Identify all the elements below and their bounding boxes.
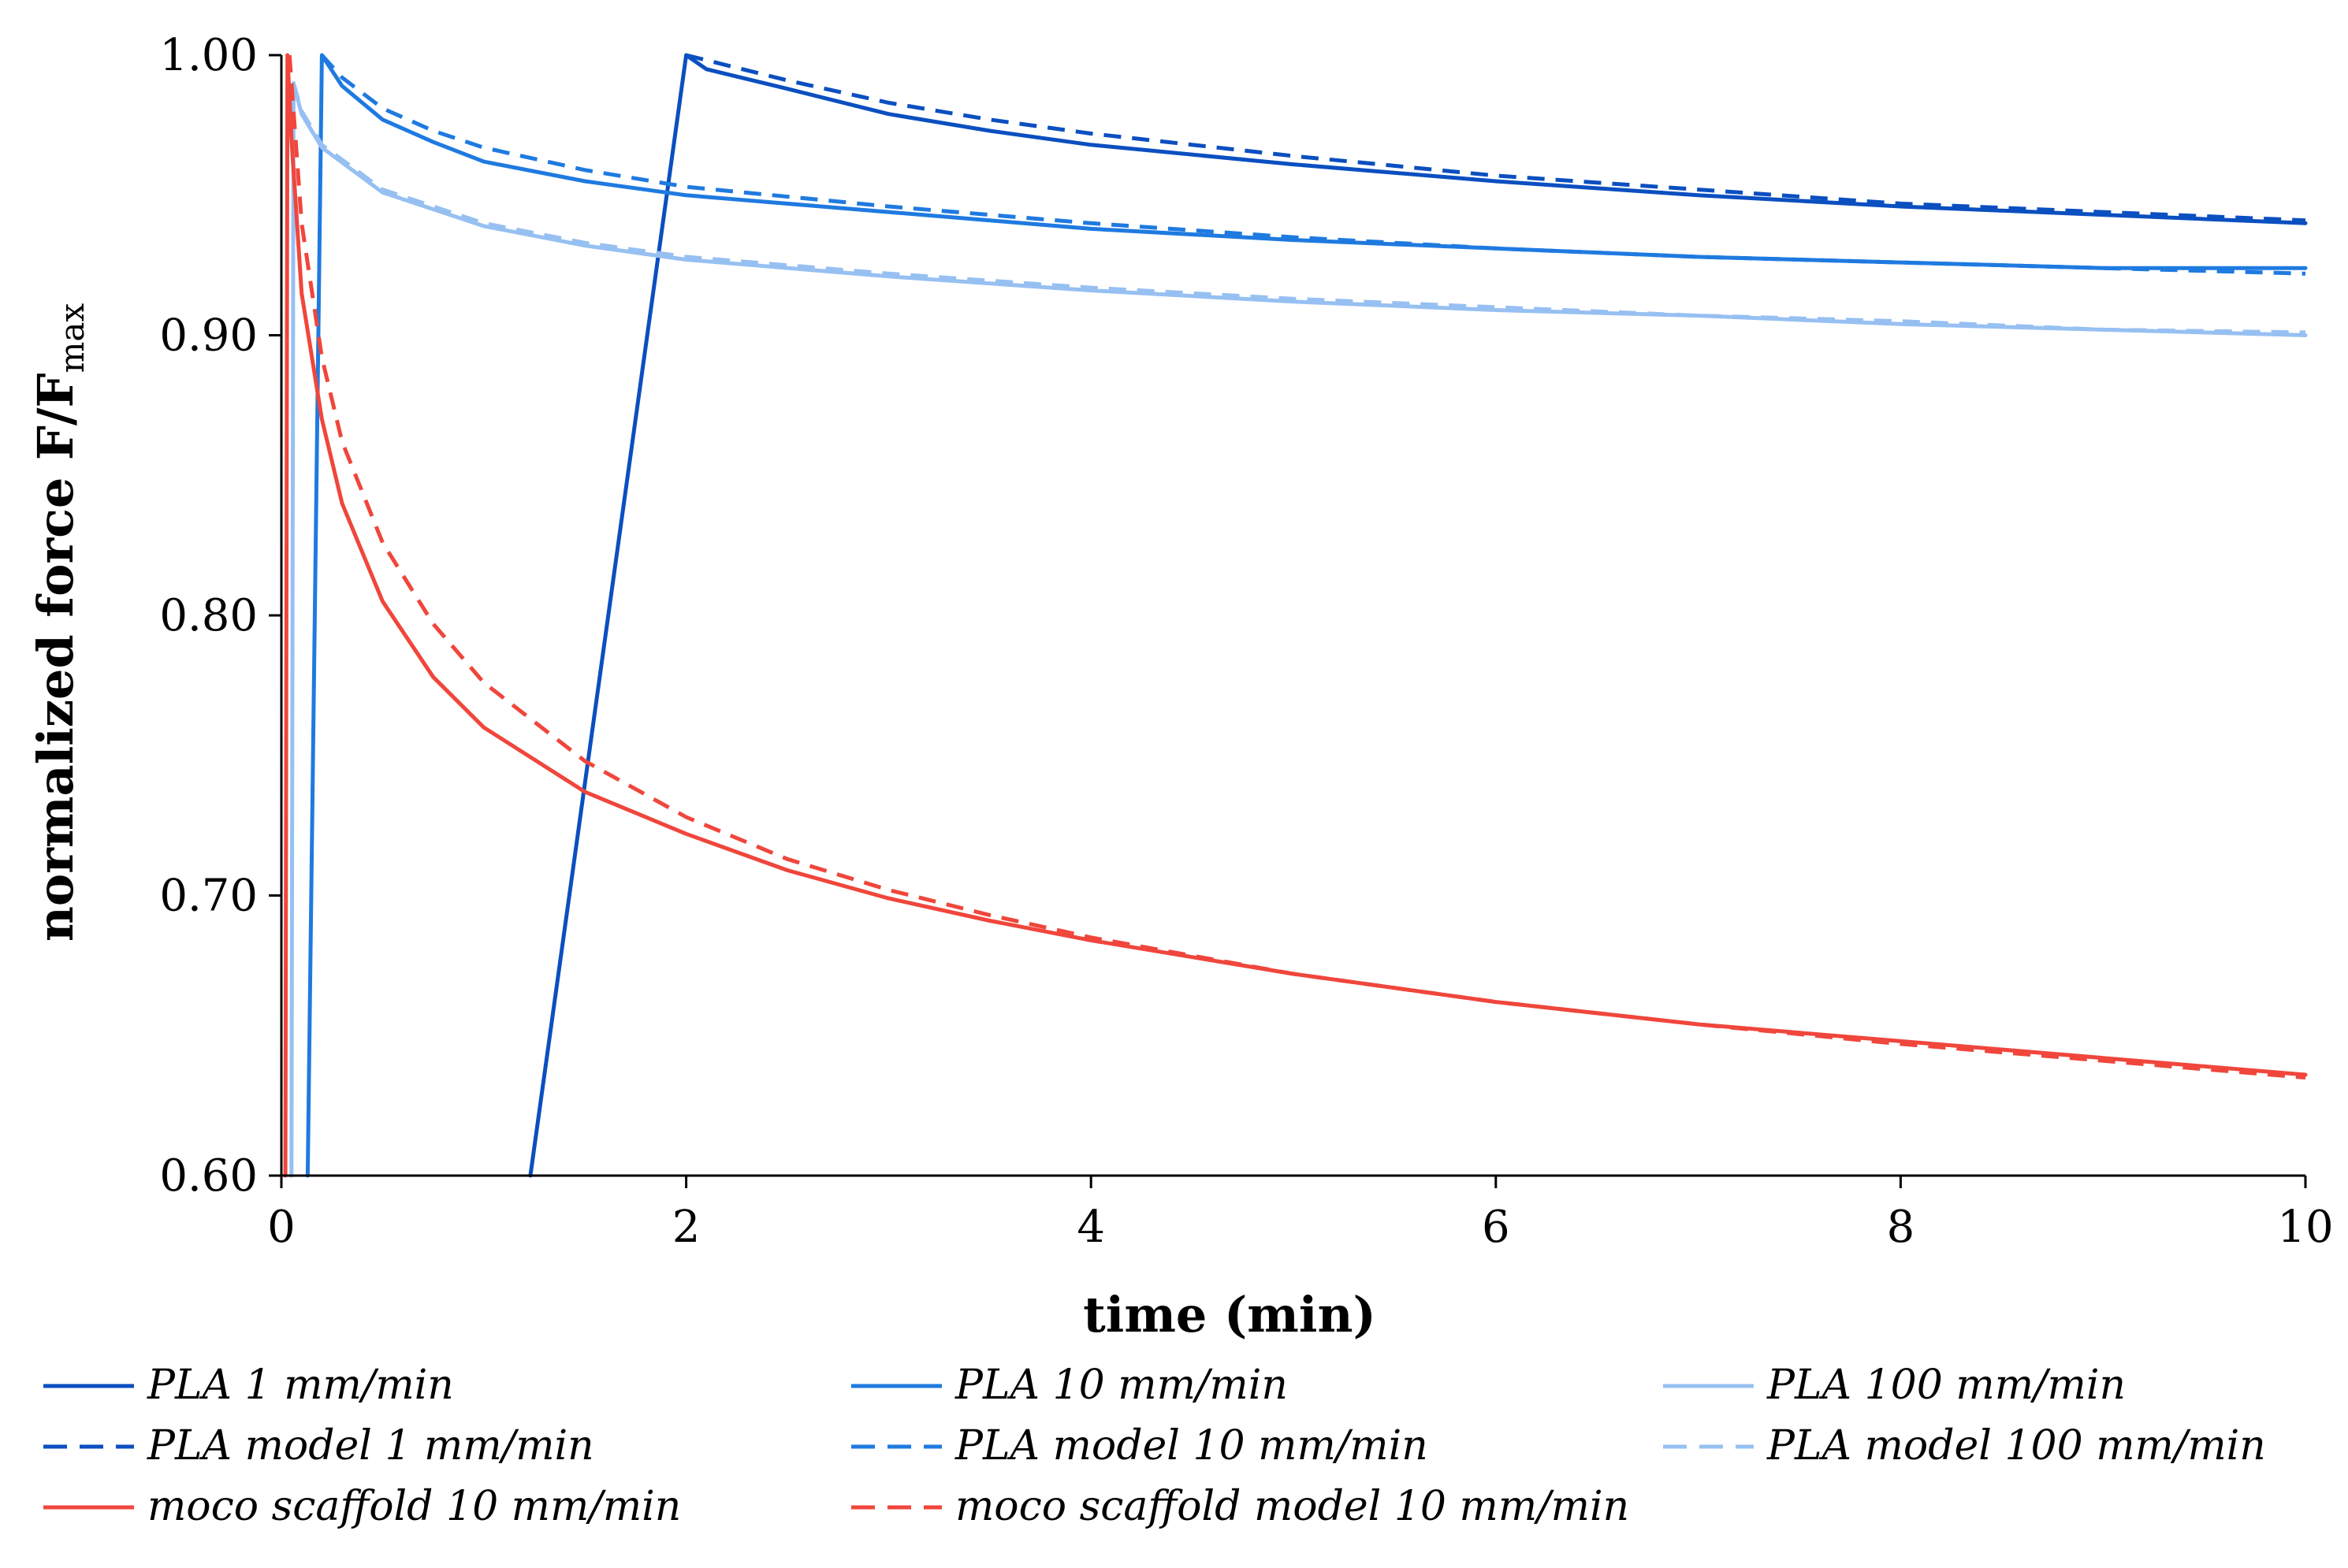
series-line (320, 54, 2306, 276)
legend-label: PLA 10 mm/min (954, 1362, 1288, 1409)
x-tick-label: 4 (1077, 1202, 1105, 1253)
x-tick-label: 0 (267, 1202, 296, 1253)
series-line (287, 54, 2306, 1080)
y-tick-label: 1.00 (159, 30, 258, 81)
legend-label: PLA model 1 mm/min (147, 1422, 594, 1470)
legend-label: PLA 1 mm/min (147, 1362, 454, 1409)
x-tick-label: 8 (1887, 1202, 1915, 1253)
x-axis-title: time (min) (1083, 1286, 1376, 1343)
legend-label: PLA model 100 mm/min (1766, 1422, 2266, 1470)
series-line (289, 81, 2308, 1178)
series-line (685, 53, 2306, 223)
y-tick-label: 0.70 (159, 871, 258, 922)
plot-lines (283, 53, 2308, 1178)
x-tick-label: 2 (672, 1202, 701, 1253)
y-tick-label: 0.60 (159, 1150, 258, 1202)
legend-label: PLA 100 mm/min (1766, 1362, 2126, 1409)
legend: PLA 1 mm/min PLA 10 mm/min PLA 100 mm/min P… (43, 1362, 2266, 1530)
series-line (283, 53, 2308, 1178)
x-tick-label: 10 (2277, 1202, 2333, 1253)
y-axis-title-subscript: max (53, 303, 91, 373)
x-tick-label: 6 (1482, 1202, 1510, 1253)
legend-label: moco scaffold 10 mm/min (147, 1483, 681, 1530)
y-axis-title: normalized force F/Fmax (27, 303, 91, 942)
x-axis-ticks: 0 2 4 6 8 10 (267, 1176, 2334, 1253)
series-line (528, 53, 2308, 1178)
legend-label: moco scaffold model 10 mm/min (955, 1483, 1629, 1530)
legend-label: PLA model 10 mm/min (954, 1422, 1428, 1470)
y-tick-label: 0.90 (159, 310, 258, 362)
y-tick-label: 0.80 (159, 590, 258, 641)
series-line (291, 82, 2306, 335)
y-axis-title-main: normalized force F/F (27, 373, 84, 942)
y-axis-ticks: 0.60 0.70 0.80 0.90 1.00 (159, 30, 281, 1202)
